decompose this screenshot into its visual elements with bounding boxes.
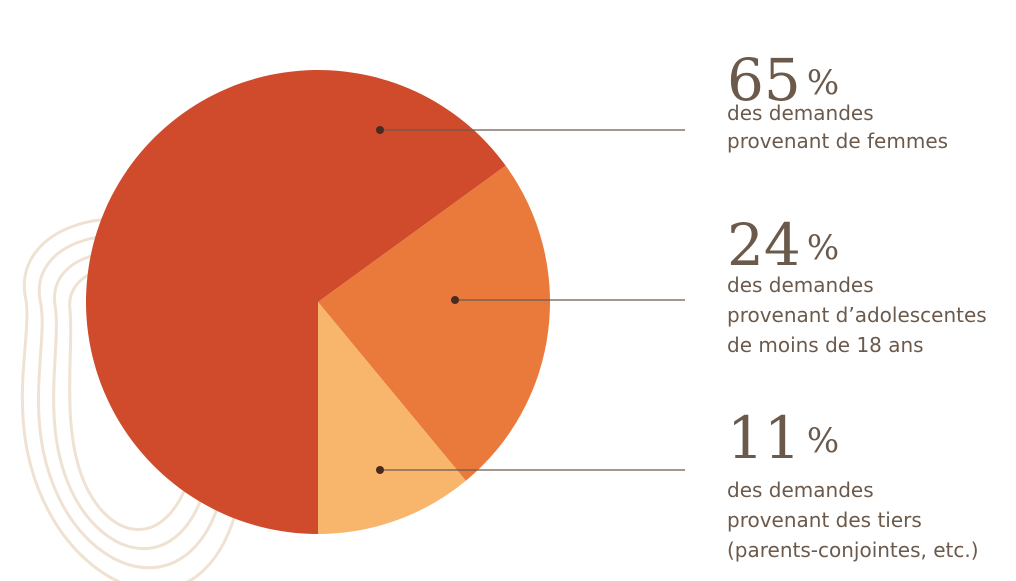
description: des demandes — [727, 273, 874, 297]
chart: 65%des demandesprovenant de femmes24%des… — [0, 0, 1016, 581]
description: (parents-conjointes, etc.) — [727, 538, 979, 562]
description: des demandes — [727, 478, 874, 502]
leader-dot — [376, 126, 384, 134]
description: provenant des tiers — [727, 508, 922, 532]
value-unit: % — [807, 63, 839, 103]
description: de moins de 18 ans — [727, 333, 924, 357]
description: des demandes — [727, 101, 874, 125]
leader-dot — [451, 296, 459, 304]
pie — [86, 70, 550, 534]
value-unit: % — [807, 421, 839, 461]
description: provenant d’adolescentes — [727, 303, 987, 327]
value-unit: % — [807, 228, 839, 268]
leader-dot — [376, 466, 384, 474]
value-label: 24 — [727, 211, 801, 279]
description: provenant de femmes — [727, 129, 948, 153]
value-label: 11 — [727, 404, 801, 472]
